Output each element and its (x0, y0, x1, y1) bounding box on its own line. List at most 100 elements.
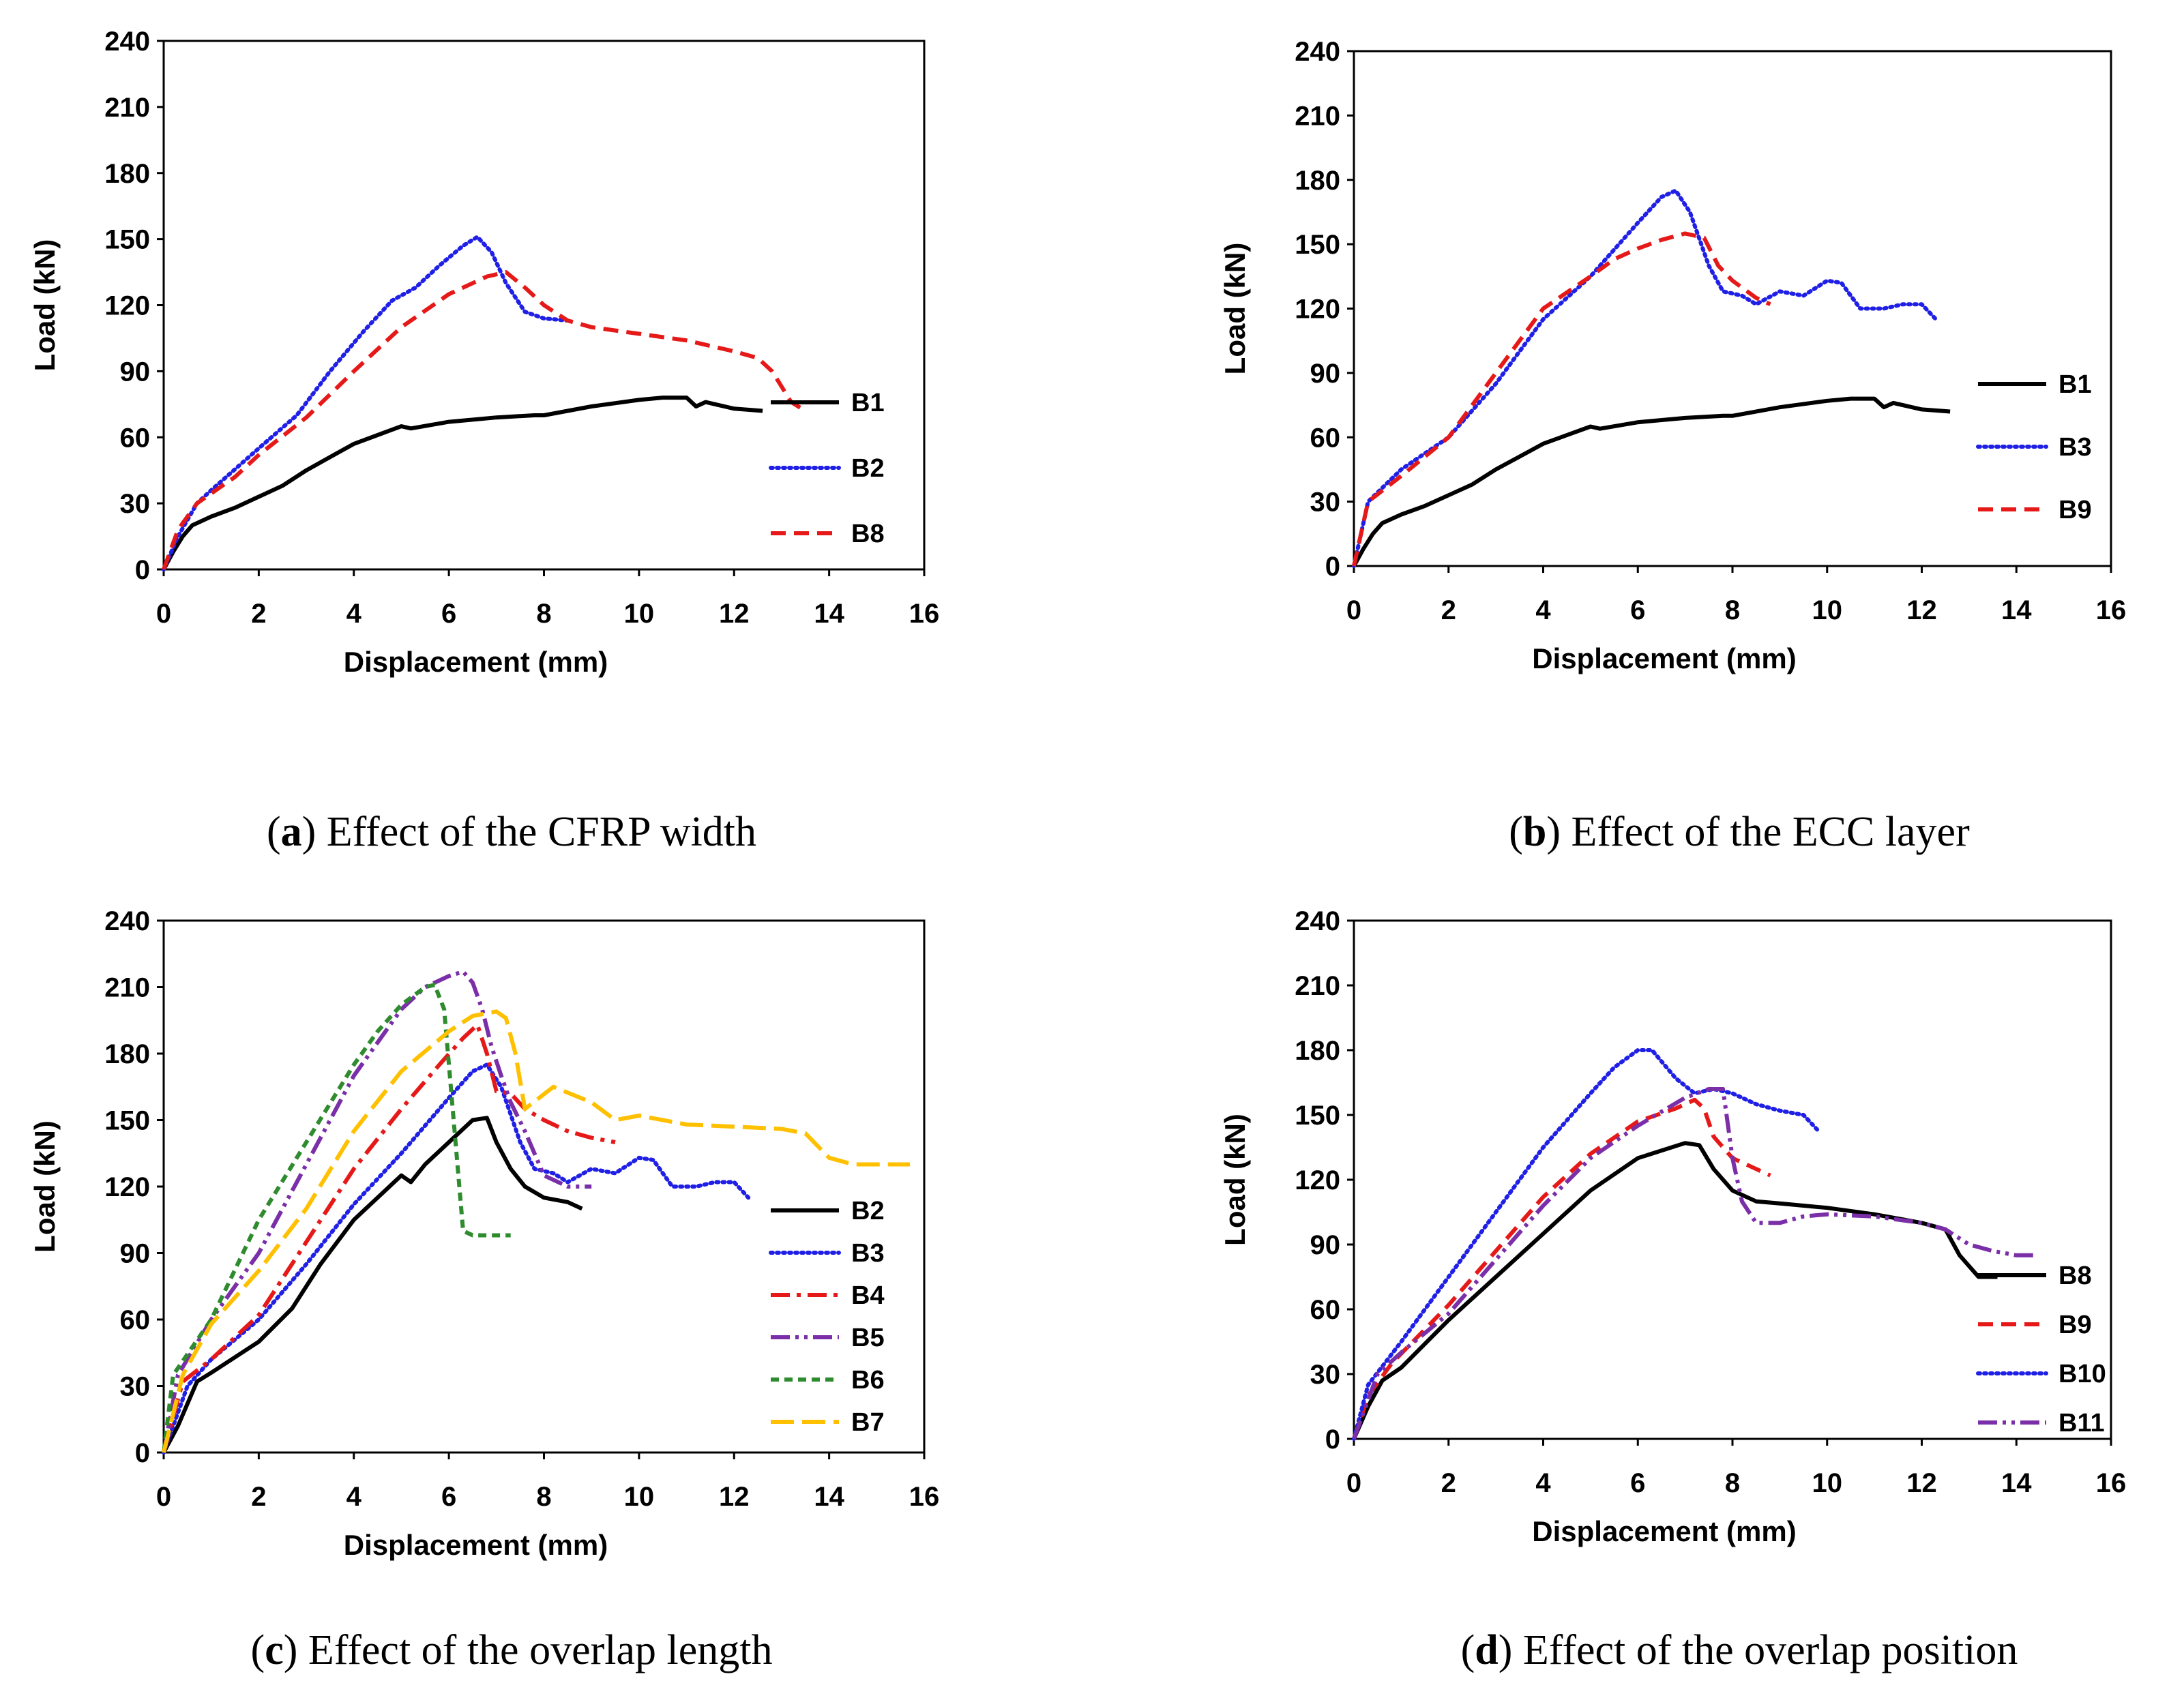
x-tick-label: 16 (909, 1482, 940, 1512)
x-tick-label: 12 (719, 599, 750, 629)
caption-b-letter: b (1522, 809, 1547, 855)
legend-label-B3: B3 (2058, 433, 2092, 462)
x-tick-label: 12 (1906, 1468, 1937, 1498)
x-tick-label: 16 (909, 599, 940, 629)
x-tick-label: 2 (1441, 1468, 1456, 1498)
series-line-B9 (1352, 1097, 1771, 1440)
series-line-B11 (1352, 1087, 2035, 1440)
y-tick-label: 180 (104, 159, 150, 189)
x-tick-label: 10 (624, 1482, 655, 1512)
series-line-B10 (1352, 1048, 1820, 1441)
y-tick-label: 30 (120, 1372, 151, 1402)
y-tick-label: 150 (1295, 1101, 1340, 1131)
x-tick-label: 8 (1725, 1468, 1740, 1498)
legend-label-B9: B9 (2058, 1311, 2092, 1339)
y-tick-label: 0 (1325, 552, 1340, 582)
legend-label-B6: B6 (851, 1366, 885, 1395)
x-axis-title: Displacement (mm) (344, 646, 608, 678)
x-tick-label: 8 (536, 599, 551, 629)
series-line-B3 (1352, 188, 1938, 568)
legend-label-B11: B11 (2058, 1409, 2105, 1438)
series-line-B4 (162, 1022, 616, 1453)
series-line-B1 (162, 396, 763, 571)
plot-frame (1353, 919, 2112, 1440)
y-tick-label: 90 (1310, 359, 1341, 389)
series-line-B7 (162, 1009, 911, 1453)
x-tick-label: 16 (2096, 1468, 2127, 1498)
series-line-B5 (162, 969, 592, 1453)
chart-panel-a: 0 30 60 90 120 150 180 210 240 0 2 4 6 8 10 12 14 16 Displ… (0, 0, 955, 682)
series-line-B2 (162, 235, 570, 571)
x-tick-label: 4 (346, 599, 362, 629)
legend-label-B1: B1 (851, 389, 885, 417)
y-tick-label: 240 (104, 906, 150, 936)
x-axis-title: Displacement (mm) (1532, 642, 1796, 674)
x-tick-label: 6 (1630, 1468, 1645, 1498)
chart-panel-d: 0 30 60 90 120 150 180 210 240 0 2 4 6 8 10 12 14 16 Displ… (1091, 873, 2183, 1555)
caption-a: (a) Effect of the CFRP width (266, 809, 757, 855)
y-tick-label: 180 (1295, 166, 1340, 196)
chart-panel-b: 0 30 60 90 120 150 180 210 240 0 2 4 6 8 10 12 14 16 Displ… (1091, 0, 2183, 682)
x-tick-label: 14 (814, 1482, 844, 1512)
y-tick-label: 30 (1310, 488, 1341, 518)
y-tick-label: 120 (1295, 295, 1340, 325)
chart-d-svg: 0 30 60 90 120 150 180 210 240 0 2 4 6 8 10 12 14 16 Displ… (1219, 906, 2127, 1547)
caption-c-letter: c (265, 1627, 284, 1673)
x-tick-label: 0 (1346, 1468, 1361, 1498)
x-tick-label: 14 (2001, 595, 2032, 625)
y-tick-label: 0 (135, 555, 150, 585)
legend-label-B2: B2 (851, 454, 885, 483)
y-tick-label: 60 (1310, 1295, 1341, 1325)
y-axis-title: Load (kN) (1219, 1114, 1251, 1246)
legend-label-B2: B2 (851, 1197, 885, 1225)
y-tick-label: 60 (120, 423, 151, 453)
y-tick-label: 150 (104, 225, 150, 255)
y-axis-title: Load (kN) (1219, 243, 1251, 375)
x-tick-label: 10 (1812, 1468, 1843, 1498)
legend-label-B10: B10 (2058, 1360, 2106, 1388)
y-tick-label: 120 (1295, 1165, 1340, 1195)
x-tick-label: 4 (1535, 1468, 1551, 1498)
legend-label-B4: B4 (851, 1281, 885, 1310)
x-tick-label: 2 (251, 1482, 266, 1512)
y-tick-label: 210 (1295, 971, 1340, 1001)
legend-label-B9: B9 (2058, 496, 2092, 524)
legend-label-B8: B8 (2058, 1262, 2092, 1290)
x-tick-label: 0 (156, 1482, 171, 1512)
y-tick-label: 0 (1325, 1425, 1340, 1455)
y-tick-label: 30 (1310, 1360, 1341, 1390)
series-line-B6 (162, 983, 511, 1453)
x-tick-label: 14 (2001, 1468, 2032, 1498)
y-axis-title: Load (kN) (29, 239, 61, 372)
x-tick-label: 6 (441, 599, 456, 629)
caption-d: (d) Effect of the overlap position (1460, 1627, 2018, 1673)
x-tick-label: 4 (1535, 595, 1551, 625)
caption-a-letter: a (280, 809, 302, 855)
x-tick-label: 8 (536, 1482, 551, 1512)
x-tick-label: 10 (624, 599, 655, 629)
caption-b: (b) Effect of the ECC layer (1509, 809, 1970, 855)
x-tick-label: 6 (1630, 595, 1645, 625)
x-tick-label: 2 (251, 599, 266, 629)
caption-b-text: ) Effect of the ECC layer (1546, 809, 1970, 855)
y-tick-label: 90 (120, 357, 151, 387)
x-tick-label: 12 (1906, 595, 1937, 625)
y-tick-label: 240 (1295, 37, 1340, 67)
y-tick-label: 60 (1310, 423, 1341, 453)
legend-label-B3: B3 (851, 1239, 885, 1268)
x-tick-label: 12 (719, 1482, 750, 1512)
y-tick-label: 150 (1295, 230, 1340, 260)
series-line-B8 (1352, 1141, 1998, 1440)
y-tick-label: 120 (104, 1172, 150, 1202)
x-tick-label: 0 (156, 599, 171, 629)
x-tick-label: 4 (346, 1482, 362, 1512)
chart-b-svg: 0 30 60 90 120 150 180 210 240 0 2 4 6 8 10 12 14 16 Displ… (1219, 37, 2126, 674)
x-tick-label: 8 (1725, 595, 1740, 625)
y-tick-label: 240 (1295, 906, 1340, 936)
caption-d-letter: d (1475, 1627, 1499, 1673)
series-line-B9 (1352, 231, 1771, 567)
x-tick-label: 2 (1441, 595, 1456, 625)
y-tick-label: 150 (104, 1106, 150, 1136)
series-line-B3 (162, 1062, 751, 1455)
chart-c-svg: 0 30 60 90 120 150 180 210 240 0 2 4 6 8 10 12 14 16 Displ… (29, 906, 940, 1561)
